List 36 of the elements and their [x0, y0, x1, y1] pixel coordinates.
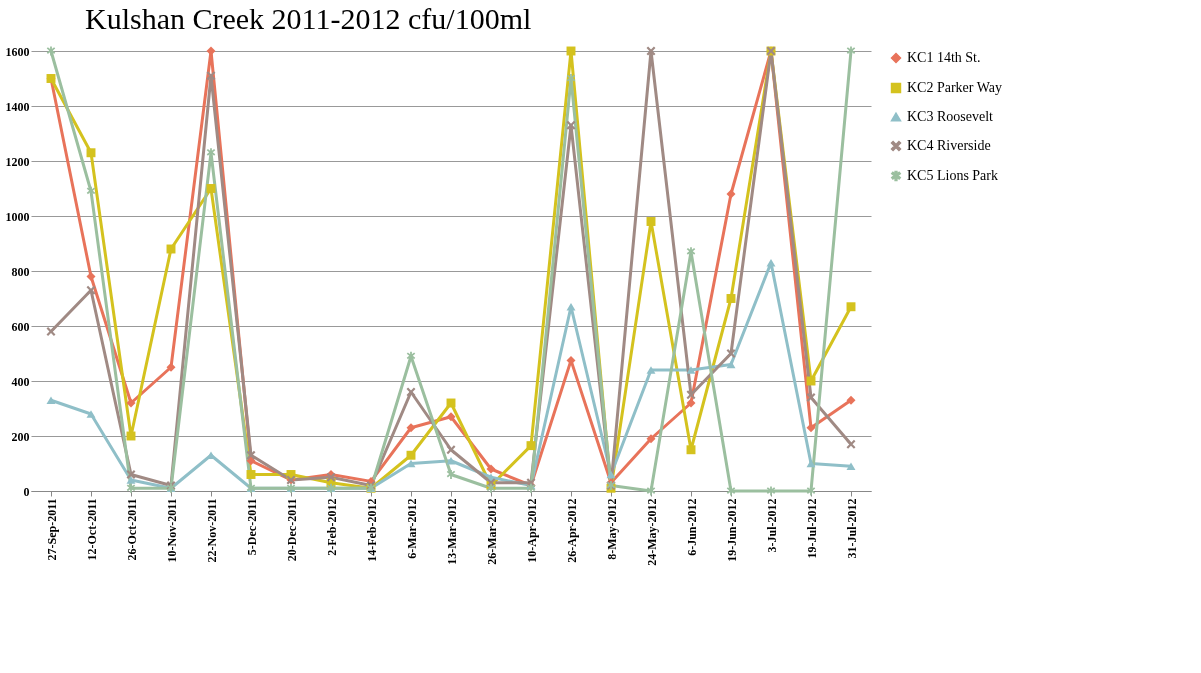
x-tick-label: 10-Nov-2011 — [164, 498, 179, 563]
x-tick-label: 13-Mar-2012 — [444, 498, 459, 565]
x-tick-label: 24-May-2012 — [644, 498, 659, 566]
x-tick-label: 10-Apr-2012 — [524, 498, 539, 563]
x-tick-label: 26-Mar-2012 — [484, 498, 499, 565]
y-tick-label: 400 — [11, 374, 30, 389]
x-tick-label: 3-Jul-2012 — [764, 498, 779, 553]
legend-label: KC2 Parker Way — [907, 80, 1003, 95]
x-tick-label: 26-Apr-2012 — [564, 498, 579, 563]
legend-label: KC1 14th St. — [907, 50, 981, 65]
x-tick-label: 5-Dec-2011 — [244, 498, 259, 556]
y-tick-label: 1400 — [5, 99, 30, 114]
x-tick-label: 27-Sep-2011 — [44, 498, 59, 561]
y-tick-label: 1200 — [5, 154, 30, 169]
y-tick-label: 0 — [23, 484, 30, 499]
x-tick-label: 20-Dec-2011 — [284, 498, 299, 562]
x-tick-label: 6-Mar-2012 — [404, 498, 419, 559]
x-tick-label: 26-Oct-2011 — [124, 498, 139, 561]
chart-title: Kulshan Creek 2011-2012 cfu/100ml — [85, 2, 532, 35]
y-tick-label: 1000 — [5, 209, 30, 224]
legend-label: KC5 Lions Park — [907, 168, 998, 183]
legend-label: KC4 Riverside — [907, 138, 991, 153]
x-tick-label: 31-Jul-2012 — [844, 498, 859, 559]
x-tick-label: 12-Oct-2011 — [84, 498, 99, 561]
x-tick-label: 8-May-2012 — [604, 498, 619, 560]
x-tick-label: 2-Feb-2012 — [324, 498, 339, 556]
y-tick-label: 800 — [11, 264, 30, 279]
x-tick-label: 6-Jun-2012 — [684, 498, 699, 556]
x-tick-label: 14-Feb-2012 — [364, 498, 379, 562]
x-tick-label: 19-Jul-2012 — [804, 498, 819, 559]
y-tick-label: 200 — [11, 429, 30, 444]
y-tick-label: 600 — [11, 319, 30, 334]
x-tick-label: 19-Jun-2012 — [724, 498, 739, 562]
y-tick-label: 1600 — [5, 44, 30, 59]
x-tick-label: 22-Nov-2011 — [204, 498, 219, 563]
legend-label: KC3 Roosevelt — [907, 109, 994, 124]
